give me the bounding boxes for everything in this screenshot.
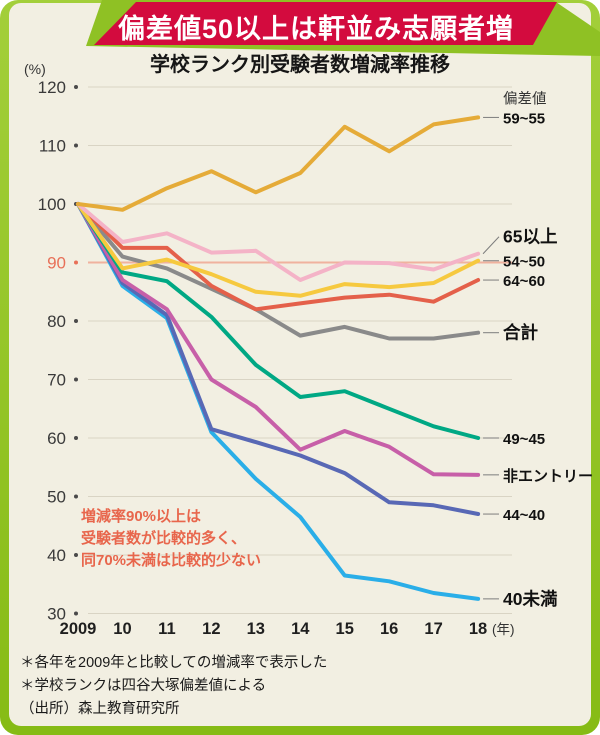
series-label-65以上: 65以上: [503, 227, 557, 247]
annotation-line: 受験者数が比較的多く、: [81, 528, 261, 550]
y-tick-label: 70: [47, 371, 66, 390]
footnote-line: ＊学校ランクは四谷大塚偏差値による: [20, 675, 327, 698]
series-line-合計: [78, 204, 478, 339]
footnote-line: ＊各年を2009年と比較しての増減率で表示した: [20, 652, 327, 675]
annotation-line: 増減率90%以上は: [81, 506, 261, 528]
series-group-label: 偏差値: [503, 90, 547, 107]
footnotes: ＊各年を2009年と比較しての増減率で表示した ＊学校ランクは四谷大塚偏差値によ…: [20, 652, 327, 721]
x-axis-unit-label: (年): [492, 622, 515, 637]
y-tick-dot: [74, 495, 78, 499]
x-tick-label: 15: [336, 620, 354, 638]
line-chart: (%)1201101009080706050403020091011121314…: [0, 0, 600, 735]
series-line-59~55: [78, 117, 478, 209]
x-tick-label: 18: [469, 620, 487, 638]
series-label-合計: 合計: [503, 323, 538, 343]
series-line-44~40: [78, 204, 478, 514]
x-tick-label: 16: [380, 620, 398, 638]
x-tick-label: 14: [291, 620, 310, 638]
x-tick-label: 12: [202, 620, 220, 638]
x-tick-label: 10: [113, 620, 131, 638]
series-label-49~45: 49~45: [503, 431, 545, 448]
y-tick-label: 90: [47, 254, 66, 273]
y-tick-label: 50: [47, 488, 66, 507]
y-tick-dot: [74, 319, 78, 323]
y-tick-dot: [74, 261, 78, 265]
series-label-54~50: 54~50: [503, 254, 545, 271]
chart-annotation: 増減率90%以上は 受験者数が比較的多く、 同70%未満は比較的少ない: [81, 506, 261, 572]
y-tick-label: 110: [39, 137, 66, 156]
chart-card: 偏差値50以上は軒並み志願者増 学校ランク別受験者数増減率推移 (%)12011…: [0, 0, 600, 735]
footnote-line: （出所）森上教育研究所: [20, 698, 327, 721]
y-tick-label: 60: [47, 429, 66, 448]
series-label-44~40: 44~40: [503, 507, 545, 524]
x-tick-label: 2009: [60, 620, 97, 638]
x-tick-label: 17: [424, 620, 442, 638]
series-label-64~60: 64~60: [503, 273, 545, 290]
series-label-非エントリー: 非エントリー: [503, 467, 593, 485]
y-tick-dot: [74, 612, 78, 616]
series-label-40未満: 40未満: [503, 589, 558, 609]
y-tick-dot: [74, 144, 78, 148]
y-tick-dot: [74, 378, 78, 382]
x-tick-label: 13: [247, 620, 265, 638]
y-tick-label: 40: [47, 546, 66, 565]
label-leader-line-65以上: [483, 237, 499, 254]
y-tick-label: 80: [47, 312, 66, 331]
y-tick-dot: [74, 553, 78, 557]
x-tick-label: 11: [158, 620, 175, 638]
series-label-59~55: 59~55: [503, 110, 545, 127]
y-tick-label: 100: [38, 195, 66, 214]
y-axis-unit-label: (%): [24, 61, 46, 77]
annotation-line: 同70%未満は比較的少ない: [81, 550, 261, 572]
y-tick-dot: [74, 85, 78, 89]
y-tick-dot: [74, 436, 78, 440]
series-line-65以上: [78, 204, 478, 280]
y-tick-label: 120: [38, 78, 66, 97]
